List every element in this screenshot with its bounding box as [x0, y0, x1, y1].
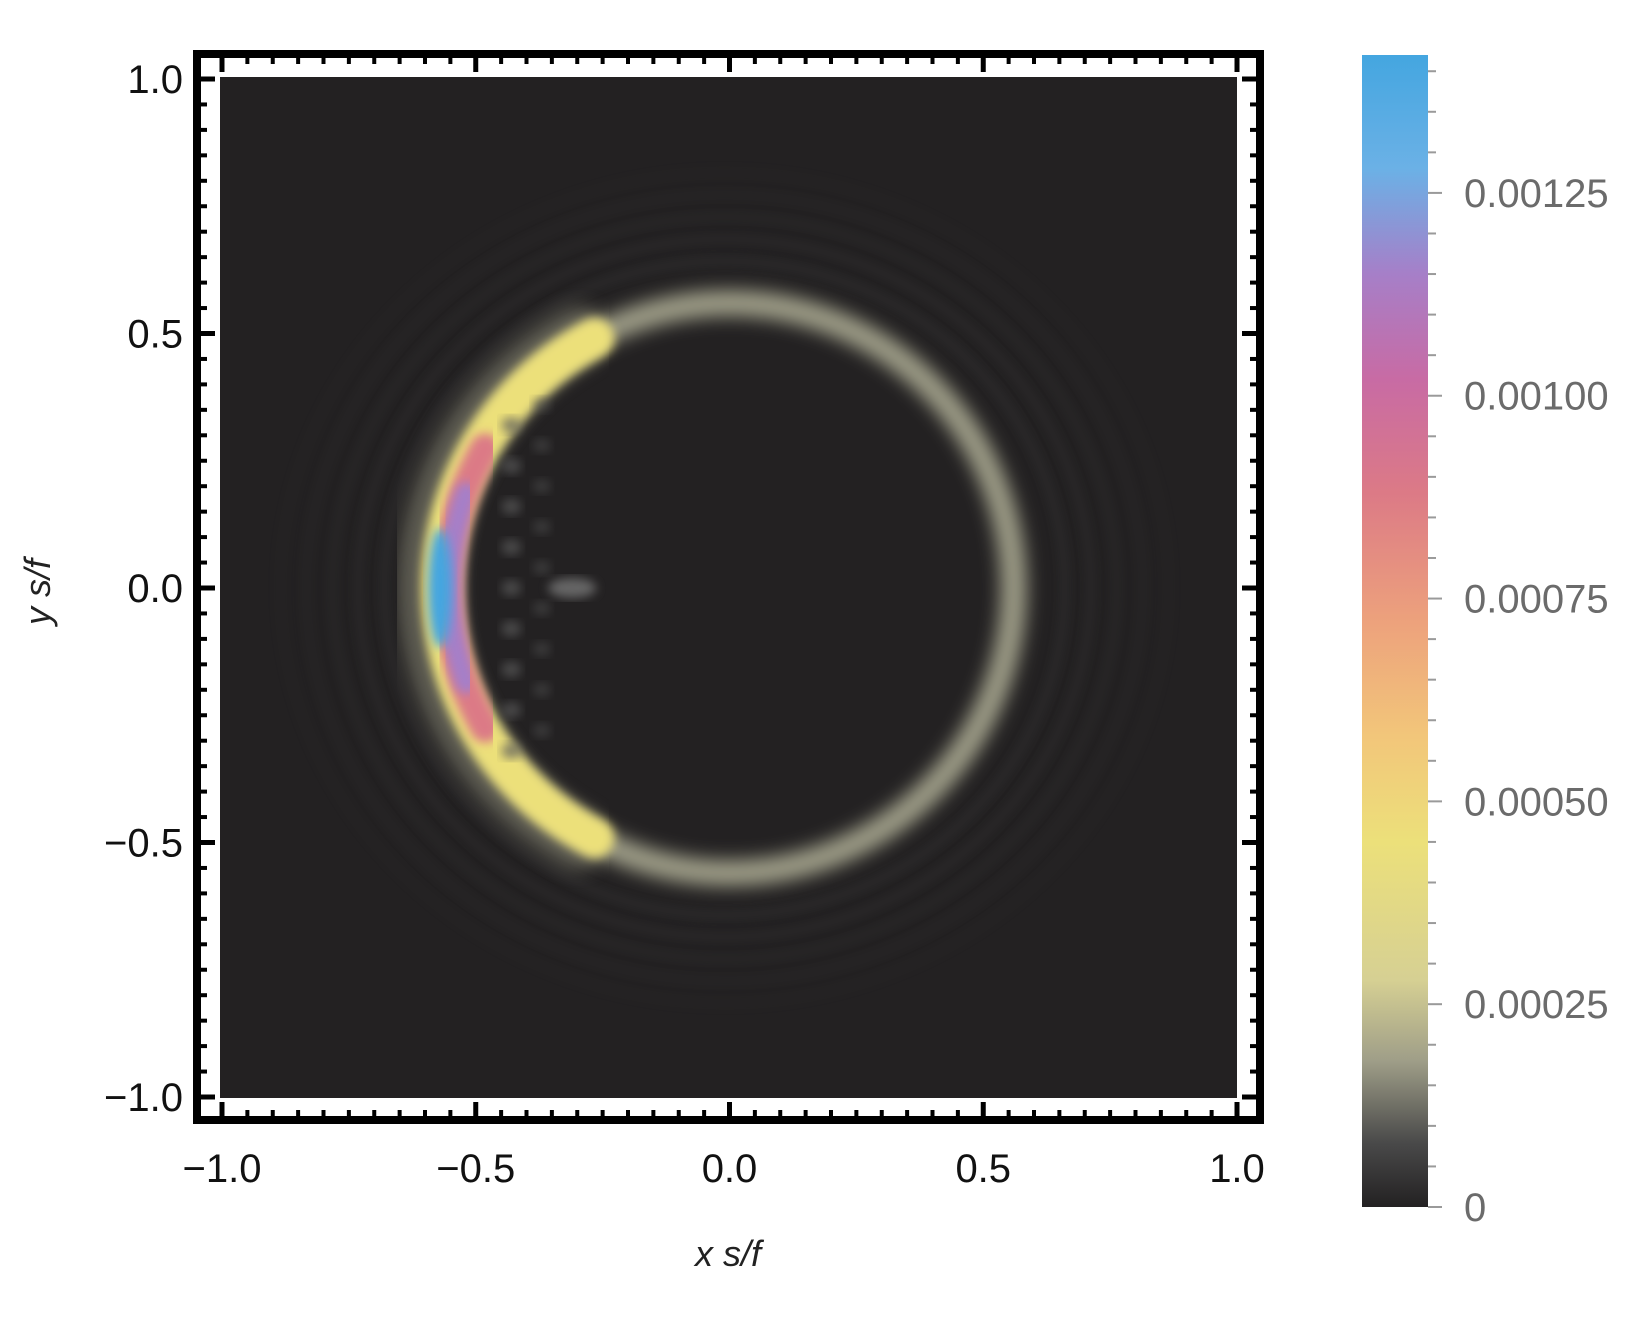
- colorbar-tick-label: 0.00050: [1464, 780, 1609, 824]
- interference-spot: [501, 417, 522, 434]
- colorbar-tick-label: 0.00125: [1464, 172, 1609, 216]
- ripple-ring: [329, 213, 1120, 963]
- interference-spot: [501, 498, 522, 515]
- interference-spot: [532, 642, 551, 657]
- interference-spot: [501, 661, 522, 678]
- ripple-ring: [303, 191, 1146, 985]
- x-tick-label: −0.5: [436, 1147, 515, 1191]
- y-tick-label: −1.0: [104, 1076, 183, 1120]
- x-tick-label: 0.0: [702, 1147, 758, 1191]
- interference-spot: [532, 438, 551, 453]
- interference-spot: [532, 601, 551, 616]
- colorbar-tick-label: 0.00075: [1464, 578, 1609, 622]
- axis-ticks: [197, 54, 1260, 1120]
- interference-spot: [501, 742, 522, 759]
- x-tick-label: 1.0: [1209, 1147, 1265, 1191]
- interference-spot: [532, 397, 551, 412]
- interference-spot: [532, 560, 551, 575]
- heatmap-background: [220, 77, 1237, 1098]
- x-tick-label: 0.5: [955, 1147, 1011, 1191]
- crescent-peak: [428, 528, 453, 648]
- interference-spot: [501, 620, 522, 637]
- heatmap-area: [220, 77, 1237, 1098]
- colorbar-ticks: [1428, 70, 1442, 1208]
- x-tick-label: −1.0: [183, 1147, 262, 1191]
- interference-spot: [501, 539, 522, 556]
- interference-spot: [532, 723, 551, 738]
- interference-spot: [501, 457, 522, 474]
- ripple-ring: [381, 257, 1068, 919]
- interference-spot: [532, 682, 551, 697]
- ripple-ring: [277, 169, 1172, 1007]
- colorbar-tick-label: 0.00025: [1464, 983, 1609, 1027]
- colorbar: [1362, 55, 1428, 1207]
- y-axis-title: y s/f: [17, 555, 58, 628]
- y-tick-label: −0.5: [104, 822, 183, 866]
- interference-spot: [532, 519, 551, 534]
- central-spot: [548, 578, 597, 598]
- interference-spot: [501, 580, 522, 596]
- colorbar-tick-label: 0: [1464, 1186, 1486, 1230]
- colorbar-tick-label: 0.00100: [1464, 375, 1609, 419]
- x-axis-title: x s/f: [693, 1233, 765, 1274]
- ripple-ring: [355, 235, 1094, 941]
- colorbar-tick-labels: 0 0.00025 0.00050 0.00075 0.00100 0.00125: [1464, 172, 1609, 1230]
- interference-spot: [532, 479, 551, 494]
- y-tick-label: 0.0: [127, 567, 183, 611]
- y-tick-label: 0.5: [127, 313, 183, 357]
- x-tick-labels: −1.0 −0.5 0.0 0.5 1.0: [183, 1147, 1265, 1191]
- y-tick-label: 1.0: [127, 58, 183, 102]
- interference-spot: [501, 702, 522, 719]
- y-tick-labels: 1.0 0.5 0.0 −0.5 −1.0: [104, 58, 183, 1120]
